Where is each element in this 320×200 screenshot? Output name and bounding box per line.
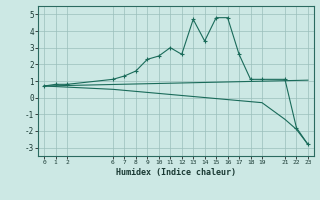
X-axis label: Humidex (Indice chaleur): Humidex (Indice chaleur) [116, 168, 236, 177]
